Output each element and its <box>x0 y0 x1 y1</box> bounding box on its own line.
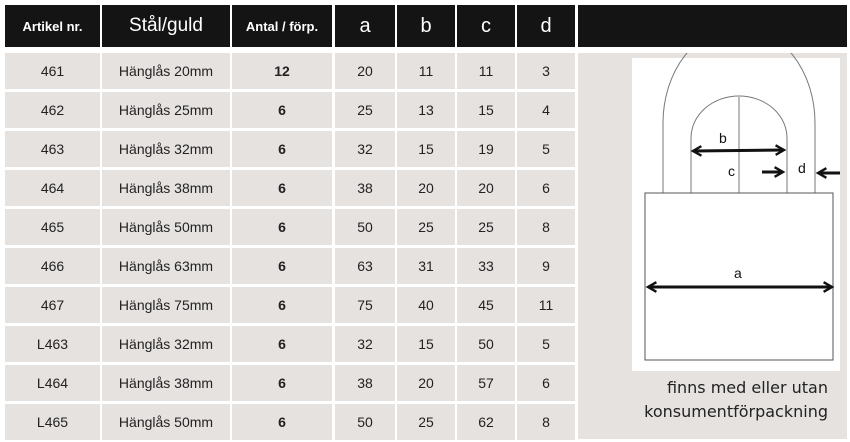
cell-d: 8 <box>517 404 575 440</box>
header-stal-guld: Stål/guld <box>102 5 230 47</box>
shackle-inner <box>690 95 788 193</box>
cell-c: 25 <box>457 209 515 245</box>
cell-antal: 6 <box>232 170 332 206</box>
cell-antal: 12 <box>232 53 332 89</box>
cell-antal: 6 <box>232 326 332 362</box>
cell-b: 15 <box>397 131 455 167</box>
cell-antal: 6 <box>232 365 332 401</box>
cell-antal: 6 <box>232 131 332 167</box>
cell-c: 19 <box>457 131 515 167</box>
cell-antal: 6 <box>232 287 332 323</box>
cell-a: 32 <box>335 131 395 167</box>
cell-artikel: 463 <box>5 131 100 167</box>
cell-b: 31 <box>397 248 455 284</box>
header-antal: Antal / förp. <box>232 5 332 47</box>
label-c: c <box>728 163 735 179</box>
note-line-1: finns med eller utan <box>666 378 828 397</box>
cell-c: 33 <box>457 248 515 284</box>
cell-stal-guld: Hänglås 75mm <box>102 287 230 323</box>
cell-stal-guld: Hänglås 50mm <box>102 209 230 245</box>
header-a: a <box>335 5 395 47</box>
cell-c: 11 <box>457 53 515 89</box>
cell-a: 50 <box>335 404 395 440</box>
cell-a: 50 <box>335 209 395 245</box>
cell-a: 38 <box>335 365 395 401</box>
cell-antal: 6 <box>232 404 332 440</box>
shackle-outer <box>662 53 816 193</box>
header-b: b <box>397 5 455 47</box>
note-line-2: konsumentförpackning <box>644 402 828 421</box>
cell-a: 38 <box>335 170 395 206</box>
cell-artikel: 465 <box>5 209 100 245</box>
cell-stal-guld: Hänglås 63mm <box>102 248 230 284</box>
cell-c: 20 <box>457 170 515 206</box>
diagram-panel: b c d a <box>578 53 847 439</box>
cell-artikel: L465 <box>5 404 100 440</box>
cell-artikel: 466 <box>5 248 100 284</box>
cell-b: 11 <box>397 53 455 89</box>
packaging-note: finns med eller utan konsumentförpacknin… <box>644 376 828 424</box>
cell-d: 3 <box>517 53 575 89</box>
cell-c: 15 <box>457 92 515 128</box>
label-d: d <box>798 160 806 176</box>
cell-antal: 6 <box>232 248 332 284</box>
cell-d: 11 <box>517 287 575 323</box>
cell-stal-guld: Hänglås 32mm <box>102 131 230 167</box>
cell-artikel: 464 <box>5 170 100 206</box>
cell-a: 75 <box>335 287 395 323</box>
cell-a: 25 <box>335 92 395 128</box>
cell-b: 15 <box>397 326 455 362</box>
cell-b: 13 <box>397 92 455 128</box>
cell-b: 40 <box>397 287 455 323</box>
cell-c: 57 <box>457 365 515 401</box>
cell-c: 45 <box>457 287 515 323</box>
cell-antal: 6 <box>232 92 332 128</box>
lock-body <box>644 192 834 361</box>
b-arrow <box>690 144 787 157</box>
cell-d: 6 <box>517 170 575 206</box>
header-artikel: Artikel nr. <box>5 5 100 47</box>
label-a: a <box>734 265 742 281</box>
cell-artikel: 462 <box>5 92 100 128</box>
cell-artikel: L463 <box>5 326 100 362</box>
cell-stal-guld: Hänglås 20mm <box>102 53 230 89</box>
cell-artikel: 461 <box>5 53 100 89</box>
cell-d: 8 <box>517 209 575 245</box>
cell-a: 20 <box>335 53 395 89</box>
cell-stal-guld: Hänglås 38mm <box>102 170 230 206</box>
cell-artikel: 467 <box>5 287 100 323</box>
cell-a: 32 <box>335 326 395 362</box>
cell-stal-guld: Hänglås 32mm <box>102 326 230 362</box>
cell-a: 63 <box>335 248 395 284</box>
cell-d: 6 <box>517 365 575 401</box>
cell-stal-guld: Hänglås 38mm <box>102 365 230 401</box>
header-d: d <box>517 5 575 47</box>
cell-d: 5 <box>517 131 575 167</box>
cell-b: 25 <box>397 209 455 245</box>
cell-stal-guld: Hänglås 25mm <box>102 92 230 128</box>
header-c: c <box>457 5 515 47</box>
label-b: b <box>719 130 727 146</box>
header-blank <box>578 5 847 47</box>
padlock-diagram: b c d a <box>632 53 840 371</box>
cell-c: 50 <box>457 326 515 362</box>
cell-b: 20 <box>397 170 455 206</box>
cell-b: 25 <box>397 404 455 440</box>
cell-c: 62 <box>457 404 515 440</box>
cell-artikel: L464 <box>5 365 100 401</box>
cell-antal: 6 <box>232 209 332 245</box>
cell-d: 4 <box>517 92 575 128</box>
cell-d: 5 <box>517 326 575 362</box>
cell-d: 9 <box>517 248 575 284</box>
cell-b: 20 <box>397 365 455 401</box>
cell-stal-guld: Hänglås 50mm <box>102 404 230 440</box>
